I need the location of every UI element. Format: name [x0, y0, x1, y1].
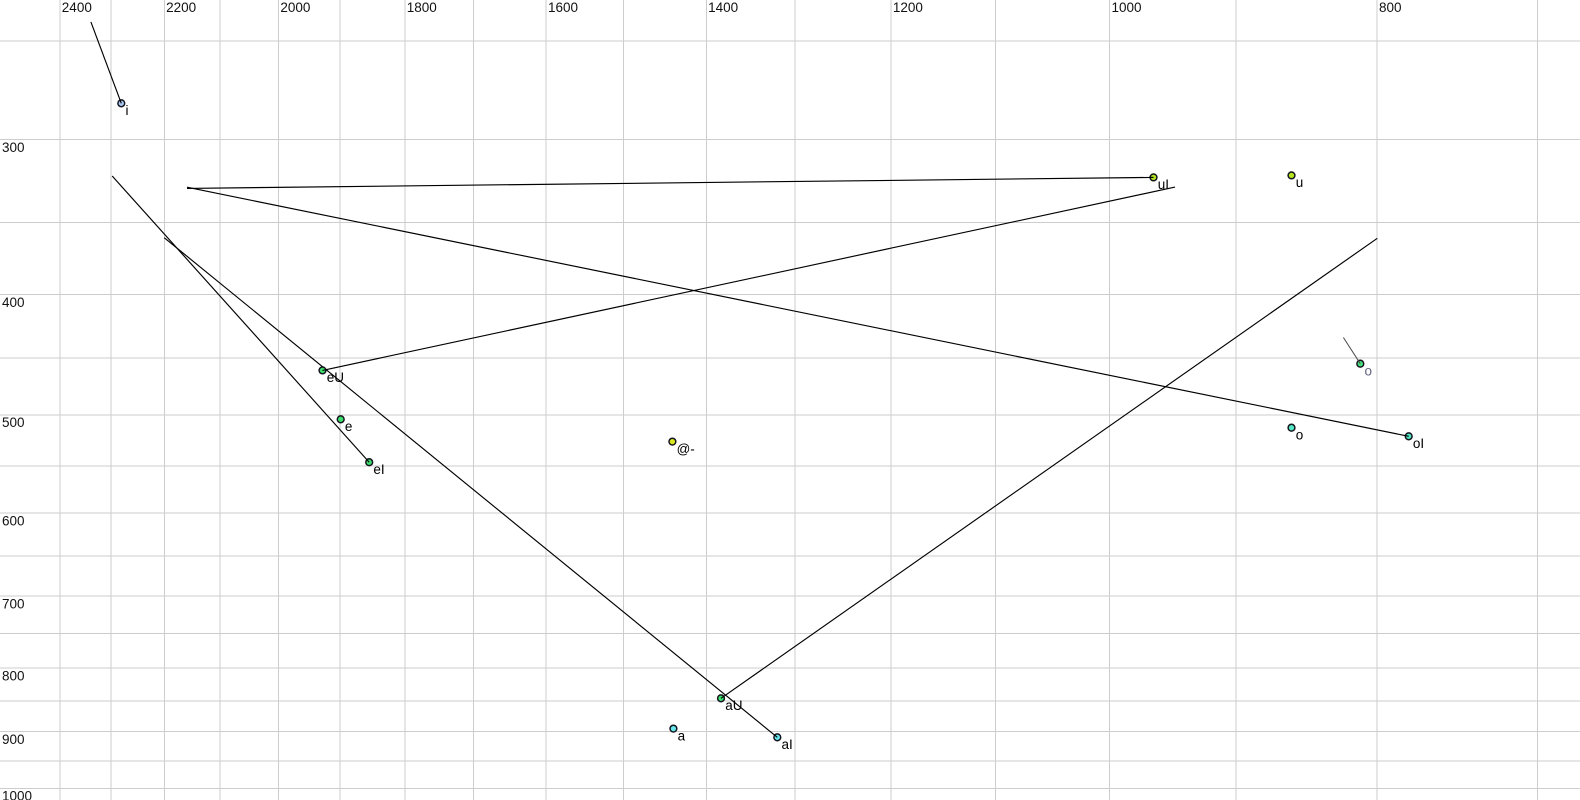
svg-text:900: 900 [2, 732, 25, 747]
svg-text:i: i [126, 103, 129, 118]
svg-text:eI: eI [373, 462, 384, 477]
svg-text:aI: aI [782, 737, 793, 752]
svg-text:300: 300 [2, 140, 25, 155]
svg-text:uI: uI [1158, 177, 1169, 192]
svg-text:2200: 2200 [166, 0, 196, 15]
svg-text:700: 700 [2, 597, 25, 612]
svg-text:1000: 1000 [1112, 0, 1142, 15]
svg-text:u: u [1296, 175, 1304, 190]
svg-text:1000: 1000 [2, 789, 32, 800]
svg-text:1800: 1800 [407, 0, 437, 15]
svg-text:2000: 2000 [280, 0, 310, 15]
svg-text:500: 500 [2, 415, 25, 430]
svg-text:800: 800 [1379, 0, 1402, 15]
svg-text:400: 400 [2, 295, 25, 310]
svg-text:o: o [1365, 363, 1373, 378]
svg-text:aU: aU [725, 698, 742, 713]
svg-text:1600: 1600 [548, 0, 578, 15]
svg-text:2400: 2400 [62, 0, 92, 15]
svg-text:eU: eU [327, 370, 344, 385]
svg-text:a: a [678, 728, 686, 743]
svg-text:1400: 1400 [708, 0, 738, 15]
svg-text:@-: @- [677, 441, 695, 456]
svg-text:e: e [345, 419, 353, 434]
svg-text:1200: 1200 [893, 0, 923, 15]
svg-text:oI: oI [1413, 436, 1424, 451]
svg-text:o: o [1296, 427, 1304, 442]
svg-text:800: 800 [2, 669, 25, 684]
svg-text:600: 600 [2, 513, 25, 528]
